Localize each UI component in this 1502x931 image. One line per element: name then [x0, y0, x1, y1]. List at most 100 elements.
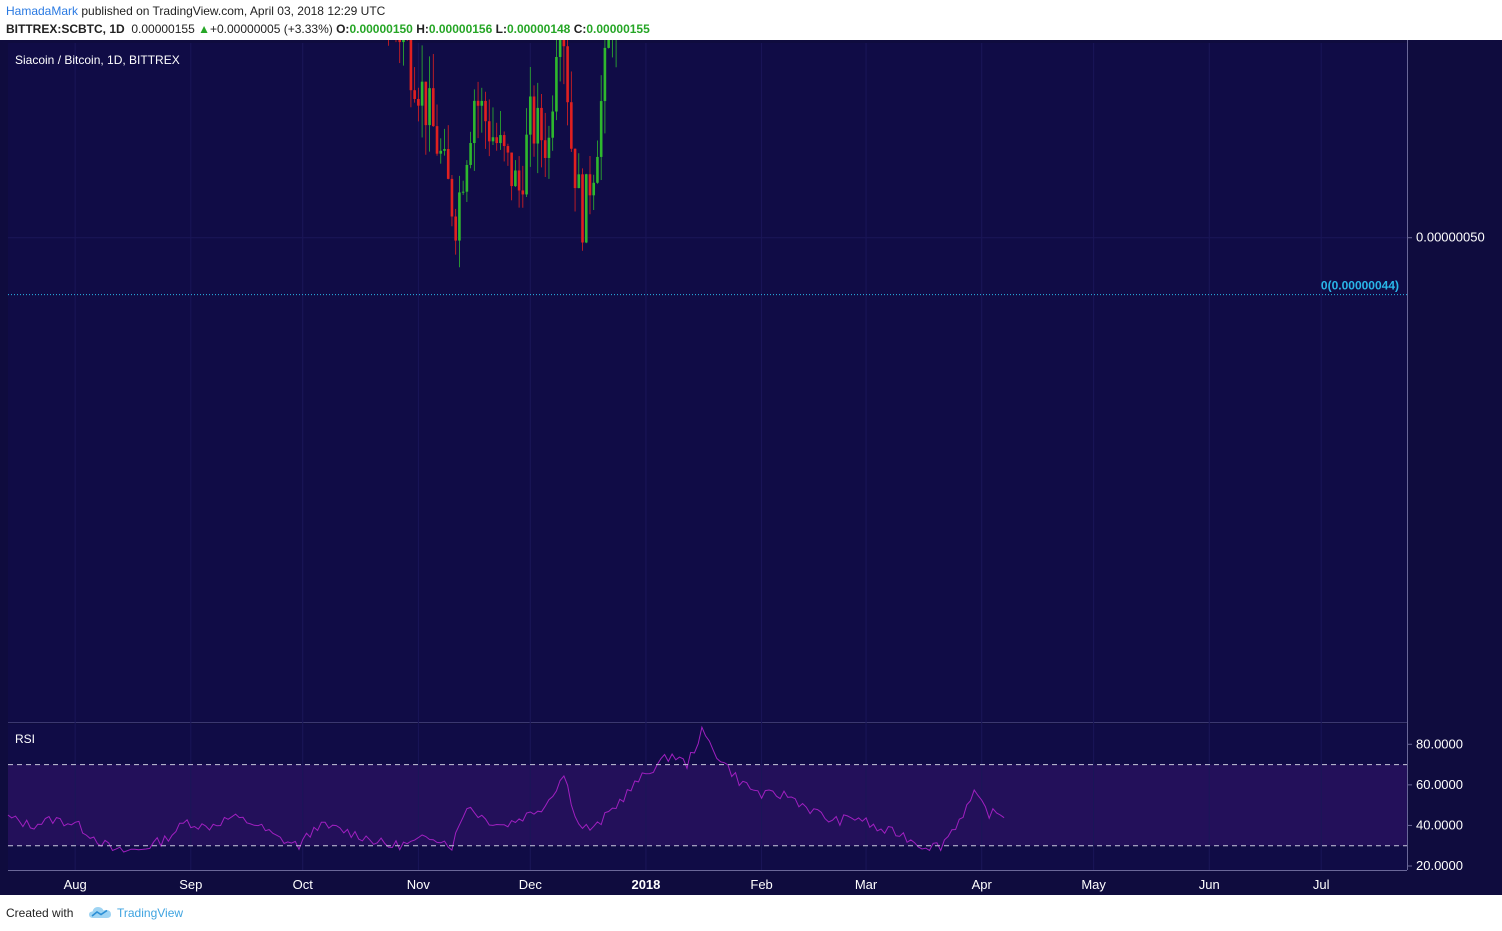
change-up-icon: ▲ — [198, 22, 210, 36]
open-label: O: — [336, 22, 350, 36]
candle-body — [581, 174, 584, 243]
candle-body — [540, 107, 543, 141]
candle-body — [599, 101, 603, 157]
candle-body — [487, 121, 491, 142]
candle-body — [547, 137, 551, 158]
author-link[interactable]: HamadaMark — [6, 4, 79, 18]
candle-body — [521, 190, 525, 195]
rsi-title: RSI — [15, 732, 35, 746]
candle-body — [499, 135, 502, 144]
low-label: L: — [495, 22, 507, 36]
candle-body — [443, 149, 446, 151]
candle-body — [473, 100, 476, 144]
candle-body — [514, 170, 517, 187]
candle-body — [588, 174, 592, 196]
candle-body — [607, 40, 610, 48]
candle-body — [517, 170, 521, 191]
candle-body — [428, 88, 431, 126]
price-axis[interactable]: 0.000000500.000001000.000001500.00000200… — [1407, 40, 1485, 245]
close-label: C: — [573, 22, 587, 36]
candle-body — [558, 40, 562, 57]
candle-body — [570, 102, 573, 149]
candle-body — [532, 96, 536, 144]
rsi-tick-label: 40.0000 — [1416, 817, 1463, 832]
candle-body — [525, 134, 528, 195]
candle-body — [431, 88, 435, 127]
last-price: 0.00000155 — [131, 22, 195, 36]
rsi-band-fill — [8, 764, 1407, 846]
x-tick-label: Apr — [972, 877, 993, 892]
high-label: H: — [416, 22, 429, 36]
candle-body — [543, 140, 547, 158]
candle-body — [495, 137, 499, 144]
footer: Created with TradingView — [0, 895, 1502, 931]
rsi-axis[interactable]: 20.0000 40.0000 60.0000 80.0000 — [8, 736, 1463, 873]
candle-body — [484, 100, 487, 122]
chart-header: HamadaMark published on TradingView.com,… — [0, 0, 1502, 40]
candle-body — [592, 182, 596, 196]
candle-body — [596, 156, 599, 183]
rsi-tick-label: 60.0000 — [1416, 777, 1463, 792]
candle-body — [562, 40, 566, 47]
x-tick-label: Jun — [1199, 877, 1220, 892]
candle-body — [528, 96, 532, 135]
candle-body — [439, 150, 443, 154]
candle-body — [420, 81, 424, 106]
time-axis[interactable]: Aug Sep Oct Nov Dec 2018 Feb Mar Apr May Jun Jul — [64, 877, 1330, 892]
high-value: 0.00000156 — [428, 22, 493, 36]
chart-canvas[interactable]: 0.786(0.00000678)0.618(0.00000542)0.5(0.… — [0, 40, 1502, 895]
symbol-label: BITTREX:SCBTC, 1D — [6, 22, 125, 36]
tradingview-cloud-icon[interactable] — [88, 904, 112, 920]
publish-line: HamadaMark published on TradingView.com,… — [6, 4, 385, 18]
candles — [388, 40, 617, 268]
candle-body — [480, 100, 484, 106]
ohlc-line: BITTREX:SCBTC, 1D 0.00000155 ▲+0.0000000… — [6, 22, 650, 36]
candle-body — [603, 47, 607, 102]
candle-body — [573, 148, 577, 189]
x-tick-label: 2018 — [631, 877, 660, 892]
candle-body — [424, 81, 428, 126]
candle-body — [476, 100, 480, 106]
x-tick-label: Feb — [750, 877, 772, 892]
close-value: 0.00000155 — [586, 22, 650, 36]
candle-body — [465, 164, 469, 192]
candle-body — [409, 40, 413, 91]
published-text: published on TradingView.com, April 03, … — [81, 4, 386, 18]
candle-body — [446, 149, 450, 179]
y-tick-label: 0.00000050 — [1416, 230, 1485, 245]
rsi-tick-label: 20.0000 — [1416, 858, 1463, 873]
candle-body — [435, 126, 439, 154]
fib-levels: 0.786(0.00000678)0.618(0.00000542)0.5(0.… — [8, 279, 1407, 296]
candle-body — [566, 46, 569, 103]
candle-body — [458, 192, 461, 241]
rsi-tick-label: 80.0000 — [1416, 736, 1463, 751]
candle-body — [417, 98, 420, 106]
price-change: +0.00000005 (+3.33%) — [209, 22, 333, 36]
candle-body — [506, 146, 510, 153]
candle-body — [461, 191, 465, 193]
rsi-series — [7, 725, 1005, 853]
candle-body — [536, 107, 540, 144]
x-tick-label: Mar — [855, 877, 878, 892]
fib-level-label: 0(0.00000044) — [1321, 279, 1399, 293]
candle-body — [555, 56, 558, 112]
tradingview-link[interactable]: TradingView — [117, 906, 184, 920]
candle-body — [551, 111, 554, 138]
x-tick-label: Oct — [293, 877, 314, 892]
candle-body — [577, 174, 581, 189]
candle-body — [502, 135, 506, 147]
candle-body — [413, 90, 416, 99]
x-tick-label: Jul — [1313, 877, 1330, 892]
candle-body — [584, 174, 588, 243]
x-tick-label: Dec — [519, 877, 543, 892]
rsi-line — [7, 725, 1005, 853]
candle-body — [398, 40, 402, 43]
x-tick-label: Aug — [64, 877, 87, 892]
candle-body — [402, 40, 405, 43]
x-tick-label: Nov — [407, 877, 431, 892]
price-pane[interactable] — [8, 43, 1407, 722]
x-tick-label: May — [1081, 877, 1106, 892]
candle-body — [469, 143, 472, 165]
created-with-text: Created with — [6, 906, 74, 920]
candle-body — [450, 178, 454, 217]
